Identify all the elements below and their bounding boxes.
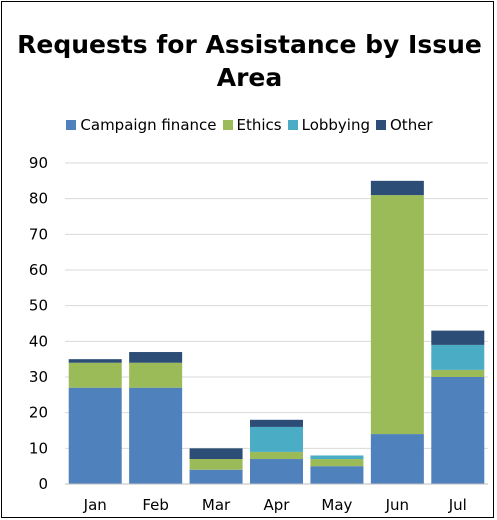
- bar-mar-ethics: [189, 459, 243, 470]
- bar-apr-campaign-finance: [250, 459, 303, 484]
- bar-jul-campaign-finance: [431, 377, 485, 484]
- x-tick-label-mar: Mar: [202, 496, 231, 514]
- chart-title: Requests for Assistance by Issue Area: [17, 30, 482, 92]
- y-tick-label-0: 0: [38, 475, 48, 493]
- x-tick-label-jun: Jun: [385, 496, 409, 514]
- x-tick-label-feb: Feb: [142, 496, 169, 514]
- legend-swatch-campaign-finance: [66, 120, 77, 130]
- y-tick-label-80: 80: [29, 190, 48, 208]
- bar-apr-other: [250, 419, 303, 427]
- bar-jun-ethics: [370, 195, 424, 435]
- bar-jul-other: [431, 330, 485, 345]
- bar-jul-lobbying: [431, 344, 485, 370]
- bar-feb-ethics: [129, 362, 183, 388]
- bar-may-ethics: [310, 459, 364, 467]
- y-tick-label-30: 30: [29, 368, 48, 386]
- bar-jan-ethics: [68, 362, 122, 388]
- x-tick-label-jul: Jul: [448, 496, 467, 514]
- bar-jun-campaign-finance: [370, 434, 424, 484]
- legend-label-other: Other: [390, 116, 433, 134]
- chart-legend: Campaign finance Ethics Lobbying Other: [2, 116, 497, 134]
- y-tick-label-10: 10: [29, 439, 48, 457]
- y-tick-label-40: 40: [29, 332, 48, 350]
- bar-jul-ethics: [431, 369, 485, 377]
- bar-jan-campaign-finance: [68, 387, 122, 484]
- bar-jan-other: [68, 359, 122, 363]
- x-tick-label-may: May: [321, 496, 352, 514]
- legend-swatch-other: [376, 120, 386, 130]
- legend-label-lobbying: Lobbying: [301, 116, 370, 134]
- bar-feb-campaign-finance: [129, 387, 183, 484]
- legend-label-campaign-finance: Campaign finance: [80, 116, 217, 134]
- bar-feb-other: [129, 352, 183, 363]
- bar-apr-lobbying: [250, 426, 303, 452]
- legend-item-lobbying: Lobbying: [287, 116, 370, 134]
- y-tick-label-60: 60: [29, 261, 48, 279]
- legend-label-ethics: Ethics: [236, 116, 282, 134]
- x-tick-label-apr: Apr: [264, 496, 291, 514]
- legend-item-other: Other: [376, 116, 433, 134]
- y-tick-label-20: 20: [29, 404, 48, 422]
- bar-may-campaign-finance: [310, 466, 364, 484]
- legend-item-campaign-finance: Campaign finance: [66, 116, 217, 134]
- y-tick-label-70: 70: [29, 225, 48, 243]
- bar-may-lobbying: [310, 455, 364, 460]
- legend-swatch-lobbying: [287, 120, 298, 130]
- y-tick-label-90: 90: [29, 154, 48, 172]
- legend-item-ethics: Ethics: [222, 116, 282, 134]
- legend-swatch-ethics: [222, 120, 233, 130]
- y-tick-label-50: 50: [29, 297, 48, 315]
- bar-apr-ethics: [250, 451, 303, 460]
- bar-mar-campaign-finance: [189, 469, 243, 484]
- x-tick-label-jan: Jan: [83, 496, 107, 514]
- bar-jun-other: [370, 180, 424, 196]
- bar-mar-other: [189, 448, 243, 460]
